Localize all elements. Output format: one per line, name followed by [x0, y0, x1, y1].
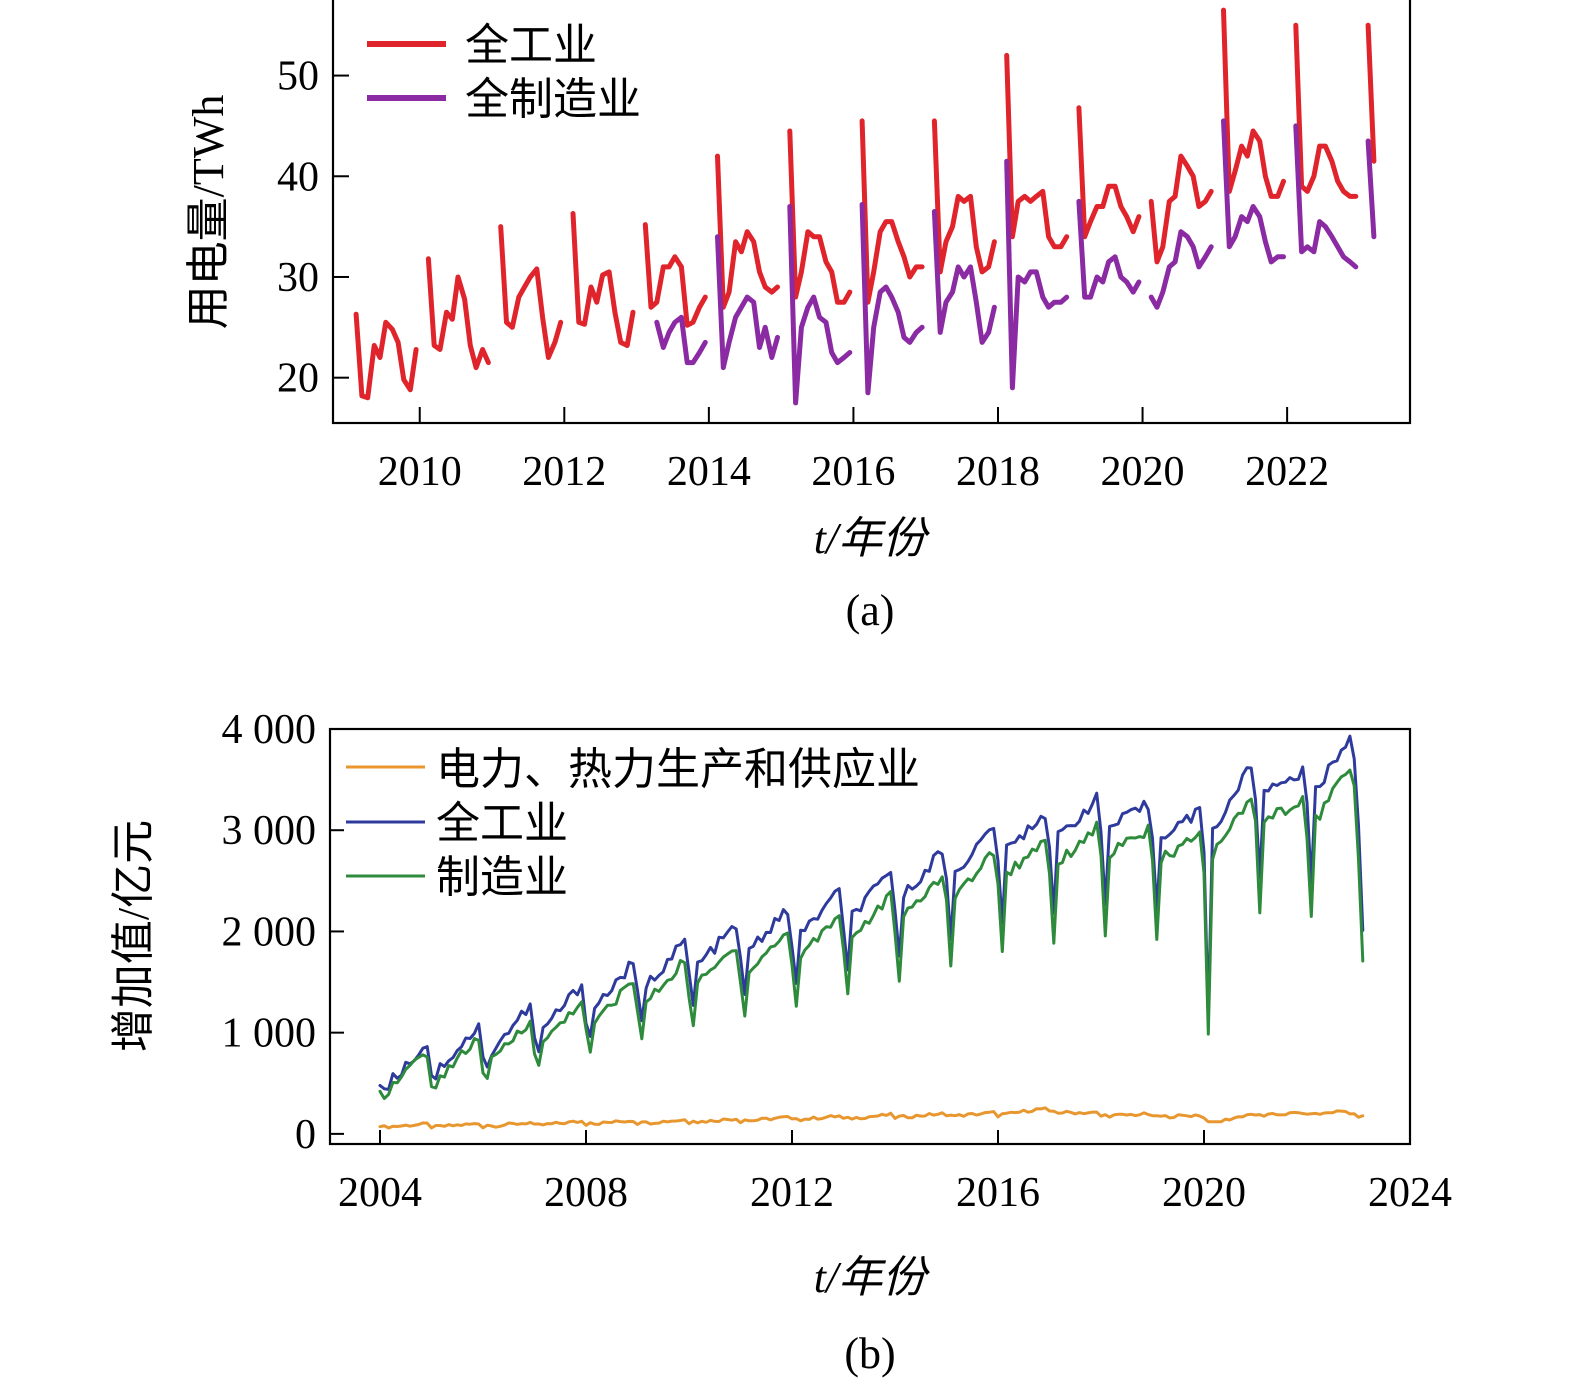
series-line-a-0	[570, 211, 636, 348]
x-tick-label: 2016	[811, 449, 895, 495]
series-line-a-0	[1221, 7, 1286, 199]
series-line-a-1	[859, 202, 925, 396]
series-line-a-0	[931, 118, 997, 275]
x-tick-label: 2012	[522, 449, 606, 495]
chart-panel-a: 2010 2012 2014 2016 2018 2020 2022 20 30 40 50 全工业…	[184, 0, 1412, 635]
x-tick-label: 2018	[956, 449, 1040, 495]
plot-frame-a	[331, 0, 1412, 425]
x-axis-label-b: t/年份	[814, 1253, 930, 1302]
chart-panel-b: 2004 2008 2012 2016 2020 2024 0 1 000 2 000 3 000…	[109, 707, 1452, 1378]
series-line-a-1	[1004, 158, 1070, 391]
series-line-a-0	[1365, 22, 1377, 164]
x-tick-label: 2010	[378, 449, 462, 495]
series-line-a-0	[425, 256, 491, 371]
y-tick-label: 2 000	[222, 909, 317, 955]
legend-a: 全工业 全制造业	[367, 21, 641, 124]
x-tick-label: 2020	[1101, 449, 1185, 495]
x-tick-label: 2016	[956, 1170, 1040, 1216]
series-line-a-0	[1004, 52, 1070, 250]
x-tick-label: 2008	[544, 1170, 628, 1216]
y-tick-label: 1 000	[222, 1011, 317, 1057]
series-line-a-0	[859, 118, 925, 305]
series-line-a-0	[787, 128, 853, 305]
y-tick-label: 50	[277, 54, 319, 100]
legend-label-a-0: 全工业	[465, 21, 597, 70]
caption-b: (b)	[844, 1329, 895, 1378]
series-lines-a	[353, 7, 1377, 406]
series-line-a-1	[1293, 123, 1359, 270]
y-axis-label-b: 增加值/亿元	[109, 820, 158, 1052]
x-tick-label: 2012	[750, 1170, 834, 1216]
series-line-a-0	[1293, 22, 1359, 199]
series-line-a-0	[1148, 153, 1214, 265]
series-line-a-1	[931, 209, 997, 345]
x-tick-label: 2022	[1245, 449, 1329, 495]
series-line-a-1	[1148, 229, 1214, 310]
series-line-a-1	[787, 204, 853, 406]
series-line-a-1	[1076, 198, 1142, 300]
axis-ticks-a: 2010 2012 2014 2016 2018 2020 2022 20 30 40 50	[277, 54, 1329, 495]
y-tick-label: 3 000	[222, 808, 317, 854]
series-line-a-1	[654, 314, 708, 366]
series-line-a-1	[715, 234, 780, 371]
caption-a: (a)	[846, 586, 895, 635]
series-lines-b	[378, 734, 1365, 1130]
y-tick-label: 40	[277, 154, 319, 200]
series-line-a-0	[715, 153, 780, 310]
series-line-a-0	[642, 222, 708, 328]
series-line-b-0	[378, 1106, 1365, 1130]
x-tick-label: 2024	[1368, 1170, 1452, 1216]
plot-frame-b	[328, 727, 1412, 1146]
legend-label-b-2: 制造业	[436, 853, 568, 902]
y-tick-label: 4 000	[222, 707, 317, 753]
series-line-b-1	[378, 734, 1365, 1091]
x-tick-label: 2020	[1162, 1170, 1246, 1216]
series-line-a-0	[498, 224, 564, 360]
legend-label-a-1: 全制造业	[465, 75, 641, 124]
series-line-a-1	[1365, 138, 1377, 240]
x-tick-label: 2014	[667, 449, 751, 495]
x-tick-label: 2004	[338, 1170, 422, 1216]
y-axis-label-a: 用电量/TWh	[184, 95, 233, 330]
y-tick-label: 20	[277, 356, 319, 402]
series-line-b-2	[378, 768, 1365, 1100]
axis-ticks-b: 2004 2008 2012 2016 2020 2024 0 1 000 2 000 3 000…	[222, 707, 1453, 1216]
legend-label-b-1: 全工业	[436, 799, 568, 848]
series-line-a-0	[353, 311, 419, 401]
series-line-a-1	[1221, 118, 1286, 265]
legend-label-b-0: 电力、热力生产和供应业	[436, 745, 920, 794]
y-tick-label: 30	[277, 255, 319, 301]
x-axis-label-a: t/年份	[814, 514, 930, 563]
legend-b: 电力、热力生产和供应业 全工业 制造业	[346, 745, 920, 902]
y-tick-label: 0	[295, 1112, 316, 1158]
series-line-a-0	[1076, 105, 1142, 240]
